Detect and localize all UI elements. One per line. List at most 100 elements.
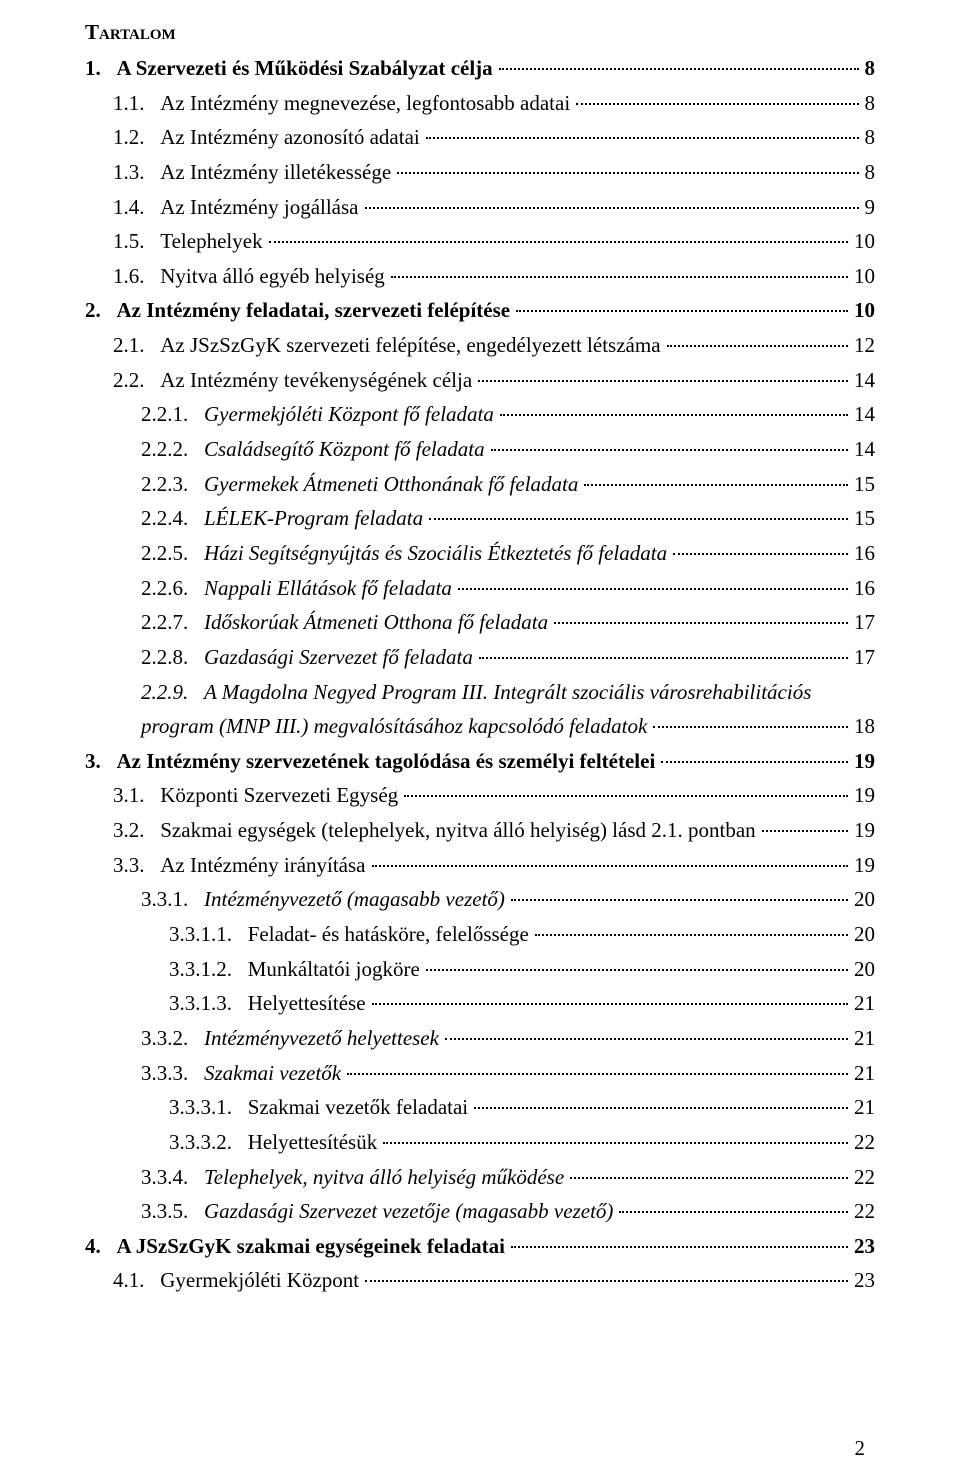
toc-entry-text: Intézményvezető helyettesek (204, 1021, 443, 1056)
toc-title: Tartalom (85, 20, 875, 45)
toc-entry-page: 10 (850, 224, 875, 259)
toc-entry-text: Az Intézmény tevékenységének célja (160, 363, 476, 398)
toc-entry-number: 3.3.1.2. (169, 952, 232, 987)
toc-entry-text: Telephelyek, nyitva álló helyiség működé… (204, 1160, 568, 1195)
toc-entry: 3. Az Intézmény szervezetének tagolódása… (85, 744, 875, 779)
toc-leader (619, 1211, 848, 1213)
toc-entry-text: Az Intézmény illetékessége (160, 155, 395, 190)
toc-leader (762, 830, 848, 832)
toc-entry: 4.1. Gyermekjóléti Központ23 (85, 1263, 875, 1298)
toc-entry-page: 18 (850, 709, 875, 744)
toc-leader (499, 68, 859, 70)
toc-entry-number: 2.2. (113, 363, 145, 398)
toc-entry-page: 9 (861, 190, 876, 225)
toc-entry-number: 4. (85, 1229, 101, 1264)
toc-leader (391, 276, 848, 278)
toc-entry: 3.2. Szakmai egységek (telephelyek, nyit… (85, 813, 875, 848)
toc-entry: 3.3.1.2. Munkáltatói jogköre20 (85, 952, 875, 987)
toc-entry-number: 1.3. (113, 155, 145, 190)
toc-entry-page: 8 (861, 120, 876, 155)
toc-entry: 1. A Szervezeti és Működési Szabályzat c… (85, 51, 875, 86)
toc-leader (653, 726, 848, 728)
toc-entry-text: Szakmai egységek (telephelyek, nyitva ál… (160, 813, 759, 848)
toc-entry: 3.3.3.2. Helyettesítésük22 (85, 1125, 875, 1160)
toc-leader (426, 137, 859, 139)
toc-entry-text: Családsegítő Központ fő feladata (204, 432, 489, 467)
toc-entry: 1.5. Telephelyek10 (85, 224, 875, 259)
toc-entry: 2.2.5. Házi Segítségnyújtás és Szociális… (85, 536, 875, 571)
toc-entry-page: 21 (850, 986, 875, 1021)
toc-entry-page: 23 (850, 1263, 875, 1298)
toc-entry-text: Gyermekjóléti Központ fő feladata (204, 397, 498, 432)
toc-entry-number: 3.3. (113, 848, 145, 883)
toc-entry-number: 3.3.3.2. (169, 1125, 232, 1160)
toc-leader (535, 934, 848, 936)
toc-entry-page: 17 (850, 605, 875, 640)
toc-entry-page: 21 (850, 1021, 875, 1056)
toc-leader (445, 1038, 848, 1040)
toc-entry-number: 3.3.2. (141, 1021, 188, 1056)
toc-entry-text: Helyettesítése (248, 986, 370, 1021)
toc-entry-page: 22 (850, 1125, 875, 1160)
toc-entry-number: 2.2.1. (141, 397, 188, 432)
toc-entry-text: LÉLEK-Program feladata (204, 501, 427, 536)
toc-entry-number: 3.3.5. (141, 1194, 188, 1229)
toc-entry-page: 21 (850, 1056, 875, 1091)
toc-entry-text: Házi Segítségnyújtás és Szociális Étkezt… (204, 536, 671, 571)
page-number: 2 (855, 1436, 866, 1461)
toc-entry: 2.2.8. Gazdasági Szervezet fő feladata17 (85, 640, 875, 675)
toc-entry-text: A Szervezeti és Működési Szabályzat célj… (117, 51, 497, 86)
toc-entry-page: 19 (850, 813, 875, 848)
toc-entry: 4. A JSzSzGyK szakmai egységeinek felada… (85, 1229, 875, 1264)
toc-entry: 1.2. Az Intézmény azonosító adatai8 (85, 120, 875, 155)
toc-entry-number: 3.3.4. (141, 1160, 188, 1195)
toc-leader (478, 380, 848, 382)
toc-entry: 3.3.2. Intézményvezető helyettesek 21 (85, 1021, 875, 1056)
toc-entry-number: 2.2.7. (141, 605, 188, 640)
toc-leader (500, 414, 848, 416)
toc-entry-text: Az Intézmény azonosító adatai (160, 120, 423, 155)
toc-entry-page: 17 (850, 640, 875, 675)
toc-entry: 2. Az Intézmény feladatai, szervezeti fe… (85, 293, 875, 328)
toc-entry-text: Központi Szervezeti Egység (160, 778, 402, 813)
toc-entry-page: 8 (861, 155, 876, 190)
toc-entry-text: Az Intézmény feladatai, szervezeti felép… (117, 293, 515, 328)
toc-entry: 3.3.4. Telephelyek, nyitva álló helyiség… (85, 1160, 875, 1195)
toc-entry-text: Az JSzSzGyK szervezeti felépítése, enged… (160, 328, 664, 363)
toc-leader (383, 1142, 848, 1144)
toc-entry: 3.3.1.3. Helyettesítése21 (85, 986, 875, 1021)
toc-entry-text: Gazdasági Szervezet vezetője (magasabb v… (204, 1194, 617, 1229)
toc-entry: 3.3.1. Intézményvezető (magasabb vezető)… (85, 882, 875, 917)
toc-leader (479, 657, 848, 659)
toc-entry-number: 3.3.3. (141, 1056, 188, 1091)
toc-entry-page: 8 (861, 51, 876, 86)
toc-entry-number: 2.2.4. (141, 501, 188, 536)
toc-leader (516, 310, 848, 312)
toc-entry-number: 3.3.1. (141, 882, 188, 917)
toc-entry-page: 15 (850, 501, 875, 536)
toc-entry-text: Időskorúak Átmeneti Otthona fő feladata (204, 605, 552, 640)
toc-entry-number: 3.1. (113, 778, 145, 813)
toc-entry-page: 16 (850, 571, 875, 606)
toc-entry: 1.6. Nyitva álló egyéb helyiség10 (85, 259, 875, 294)
toc-entry-number: 2.2.8. (141, 640, 188, 675)
toc-entry: 3.3.5. Gazdasági Szervezet vezetője (mag… (85, 1194, 875, 1229)
toc-leader (365, 1280, 848, 1282)
toc-entry-number: 1.4. (113, 190, 145, 225)
toc-entry-page: 14 (850, 432, 875, 467)
toc-entry-number: 2.2.3. (141, 467, 188, 502)
toc-entry-page: 14 (850, 363, 875, 398)
toc-entry-page: 22 (850, 1194, 875, 1229)
toc-leader (269, 241, 848, 243)
toc-entry: 3.1. Központi Szervezeti Egység19 (85, 778, 875, 813)
toc-entry-number: 2. (85, 293, 101, 328)
toc-entry: 1.4. Az Intézmény jogállása9 (85, 190, 875, 225)
toc-entry-number: 1.1. (113, 86, 145, 121)
toc-entry-text: Intézményvezető (magasabb vezető) (204, 882, 509, 917)
toc-entry: 2.2.2. Családsegítő Központ fő feladata1… (85, 432, 875, 467)
toc-leader (474, 1107, 848, 1109)
toc-entry-page: 8 (861, 86, 876, 121)
toc-entry: 3.3.3. Szakmai vezetők21 (85, 1056, 875, 1091)
toc-leader (511, 1246, 848, 1248)
toc-entry-text: Gyermekek Átmeneti Otthonának fő feladat… (204, 467, 582, 502)
